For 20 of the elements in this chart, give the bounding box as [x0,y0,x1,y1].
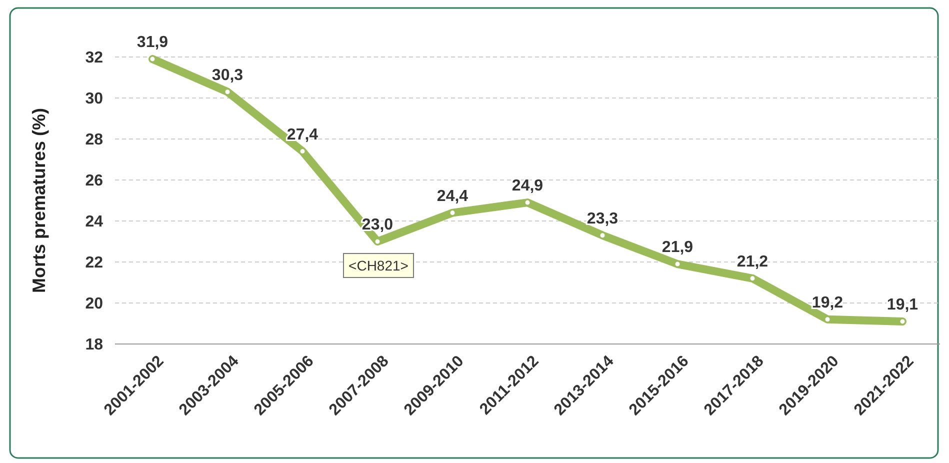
y-tick-label: 28 [85,132,104,149]
data-label: 31,9 [136,34,168,52]
data-label: 24,4 [436,188,468,205]
y-tick-label: 22 [85,254,104,272]
data-label: 21,2 [736,253,768,270]
data-label: 21,9 [662,239,694,256]
y-axis-title: Morts prematures (%) [29,108,49,294]
y-tick-label: 32 [85,50,104,67]
data-label: 27,4 [286,126,318,144]
y-tick-label: 26 [85,172,104,190]
y-tick-label: 24 [85,214,104,231]
data-label: 19,2 [812,294,844,312]
data-label: 24,9 [512,178,544,195]
data-label: 23,3 [586,210,618,228]
y-tick-label: 18 [85,336,104,354]
y-tick-label: 30 [85,90,104,108]
y-tick-label: 20 [85,296,104,313]
annotation: <CH821> [348,257,408,274]
data-label: 30,3 [212,66,244,84]
data-label: 19,1 [886,296,918,314]
